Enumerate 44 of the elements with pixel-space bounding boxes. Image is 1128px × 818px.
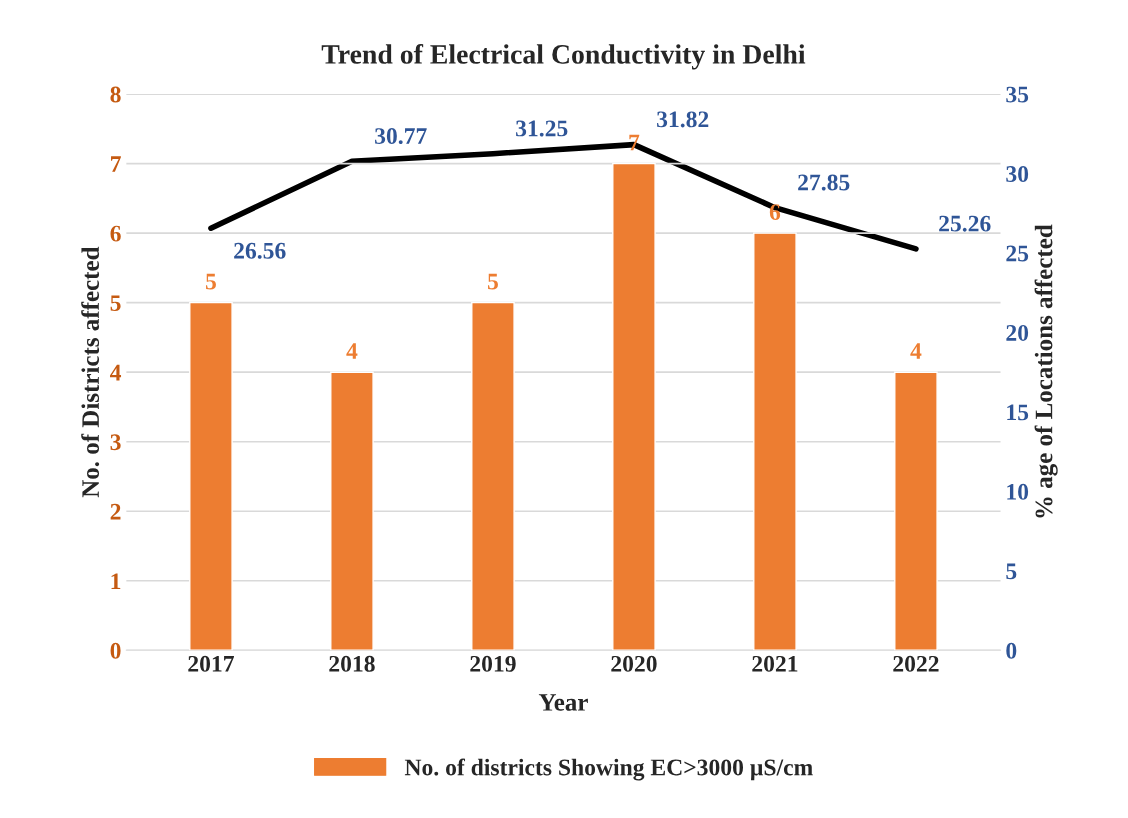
x-tick-label: 2020: [611, 655, 657, 672]
x-tick-label: 2017: [188, 655, 234, 672]
data-label: 26.56: [234, 242, 286, 259]
data-label: 25.26: [939, 215, 991, 232]
y2-tick-label: 0: [1006, 642, 1017, 659]
y-tick-label: 5: [110, 295, 121, 312]
data-label: 27.85: [798, 174, 850, 191]
y-tick-label: 0: [110, 642, 121, 659]
bar: [330, 371, 374, 651]
bar: [189, 301, 233, 651]
data-label: 5: [205, 273, 216, 290]
y-tick-label: 1: [111, 573, 121, 589]
y-tick-label: 8: [110, 86, 121, 103]
y-tick-label: 2: [110, 503, 121, 520]
y2-tick-label: 25: [1006, 245, 1029, 262]
y2-tick-label: 5: [1006, 563, 1017, 580]
x-tick-label: 2021: [752, 655, 798, 672]
data-label: 4: [910, 343, 922, 359]
bar: [471, 301, 515, 651]
bar: [612, 162, 656, 651]
y-tick-label: 7: [111, 156, 121, 172]
y-tick-label: 4: [109, 364, 122, 381]
bar: [894, 371, 938, 651]
x-tick-label: 2018: [329, 655, 375, 672]
data-label: 5: [487, 273, 498, 290]
x-axis-title: Year: [538, 694, 588, 711]
y2-tick-label: 35: [1006, 86, 1029, 103]
y-tick-label: 3: [110, 434, 121, 451]
y2-tick-label: 10: [1007, 483, 1029, 500]
y2-axis-title: % age of Locations affected: [1034, 224, 1058, 518]
chart-title: Trend of Electrical Conductivity in Delhi: [321, 43, 806, 70]
y2-tick-label: 20: [1006, 324, 1029, 341]
legend-label: No. of districts Showing EC>3000 µS/cm: [404, 758, 813, 781]
x-tick-label: 2022: [893, 655, 939, 672]
data-label: 31.25: [516, 120, 568, 137]
x-tick-label: 2019: [470, 655, 516, 672]
y-tick-label: 6: [110, 225, 121, 242]
data-label: 30.77: [375, 128, 427, 145]
y2-tick-label: 15: [1007, 404, 1029, 421]
data-label: 4: [346, 343, 358, 359]
bar: [753, 232, 797, 651]
data-label: 31.82: [657, 111, 709, 128]
y2-tick-label: 30: [1006, 166, 1029, 182]
y-axis-title: No. of Districts affected: [81, 246, 100, 498]
